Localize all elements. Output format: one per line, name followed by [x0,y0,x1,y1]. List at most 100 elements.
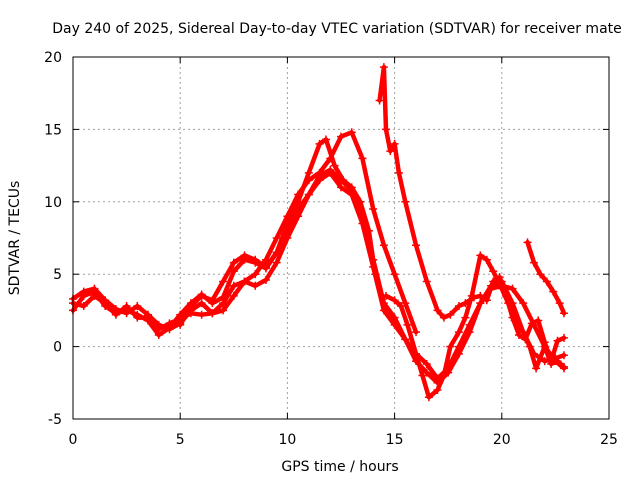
data-point [555,299,564,308]
axis-ticks: 0 5 10 15 20 25 -5 0 5 10 15 20 [44,50,618,448]
data-point [122,309,131,318]
data-point [422,359,431,368]
data-point [369,255,378,264]
data-point [422,277,431,286]
data-point [439,371,448,380]
data-point [240,277,249,286]
data-point [519,328,528,337]
data-point [553,357,562,366]
data-point [504,299,513,308]
data-point [390,296,399,305]
data-point [476,299,485,308]
data-point [165,319,174,328]
x-tick-label: 15 [386,432,404,448]
data-point [529,258,538,267]
data-point [133,302,142,311]
data-point [304,176,313,185]
data-point [272,234,281,242]
data-point [294,205,303,214]
x-tick-label: 5 [176,432,185,448]
data-point [144,313,153,322]
data-point [272,258,281,267]
series-line [70,170,567,381]
plot-frame [72,56,610,420]
data-point [527,319,536,328]
data-point [519,299,528,308]
data-point [283,212,292,221]
data-point [412,241,421,250]
data-point [326,154,335,163]
data-point [465,328,474,337]
data-point [439,313,448,322]
data-point [219,277,228,286]
y-tick-label: 5 [53,267,62,283]
data-point [315,139,324,148]
data-point [261,262,270,271]
data-point [197,299,206,308]
data-point [454,302,463,311]
data-point [304,168,313,177]
data-point [197,291,206,300]
data-point [489,267,498,276]
data-point [559,351,568,360]
data-point [497,284,506,293]
x-tick-label: 0 [69,432,78,448]
data-point [412,328,421,337]
data-point [304,190,313,199]
data-point [394,168,403,177]
data-point [534,316,543,325]
data-point [532,364,541,373]
data-point [547,359,556,368]
data-point [208,309,217,318]
data-point [510,316,519,325]
data-point [337,132,345,141]
data-point [379,299,388,308]
data-point [315,171,324,180]
data-point [358,154,367,163]
data-point [229,291,238,300]
data-point [401,197,410,206]
data-point [542,277,551,286]
data-point [422,368,431,377]
data-point [251,255,260,264]
data-point [467,291,476,300]
data-point [240,251,249,260]
data-point [390,313,399,322]
data-point [446,310,455,319]
series-6 [382,251,568,402]
data-point [133,313,142,322]
data-point [482,296,491,305]
data-point [79,302,88,311]
data-point [154,325,163,334]
data-point [461,313,470,322]
data-point [90,291,99,300]
data-point [219,299,228,308]
data-point [525,342,534,351]
data-point [397,302,406,311]
y-tick-label: 20 [44,50,62,66]
x-tick-label: 20 [493,432,511,448]
data-point [482,255,491,264]
data-point [251,270,260,279]
data-point [446,342,455,351]
series-line [383,253,567,400]
x-tick-label: 25 [600,432,618,448]
data-point [90,284,99,293]
data-point [454,328,463,337]
x-tick-label: 10 [278,432,296,448]
y-tick-label: 0 [53,340,62,356]
data-point [418,371,427,380]
data-point [347,186,356,195]
data-point [261,275,270,284]
data-point [559,362,568,371]
series-7 [523,238,568,318]
data-point [386,147,395,156]
data-point [379,241,388,250]
data-point [424,393,433,402]
y-tick-label: 10 [44,195,62,211]
data-point [454,349,463,358]
data-point [337,183,345,192]
data-point [229,281,238,290]
data-point [433,386,442,395]
